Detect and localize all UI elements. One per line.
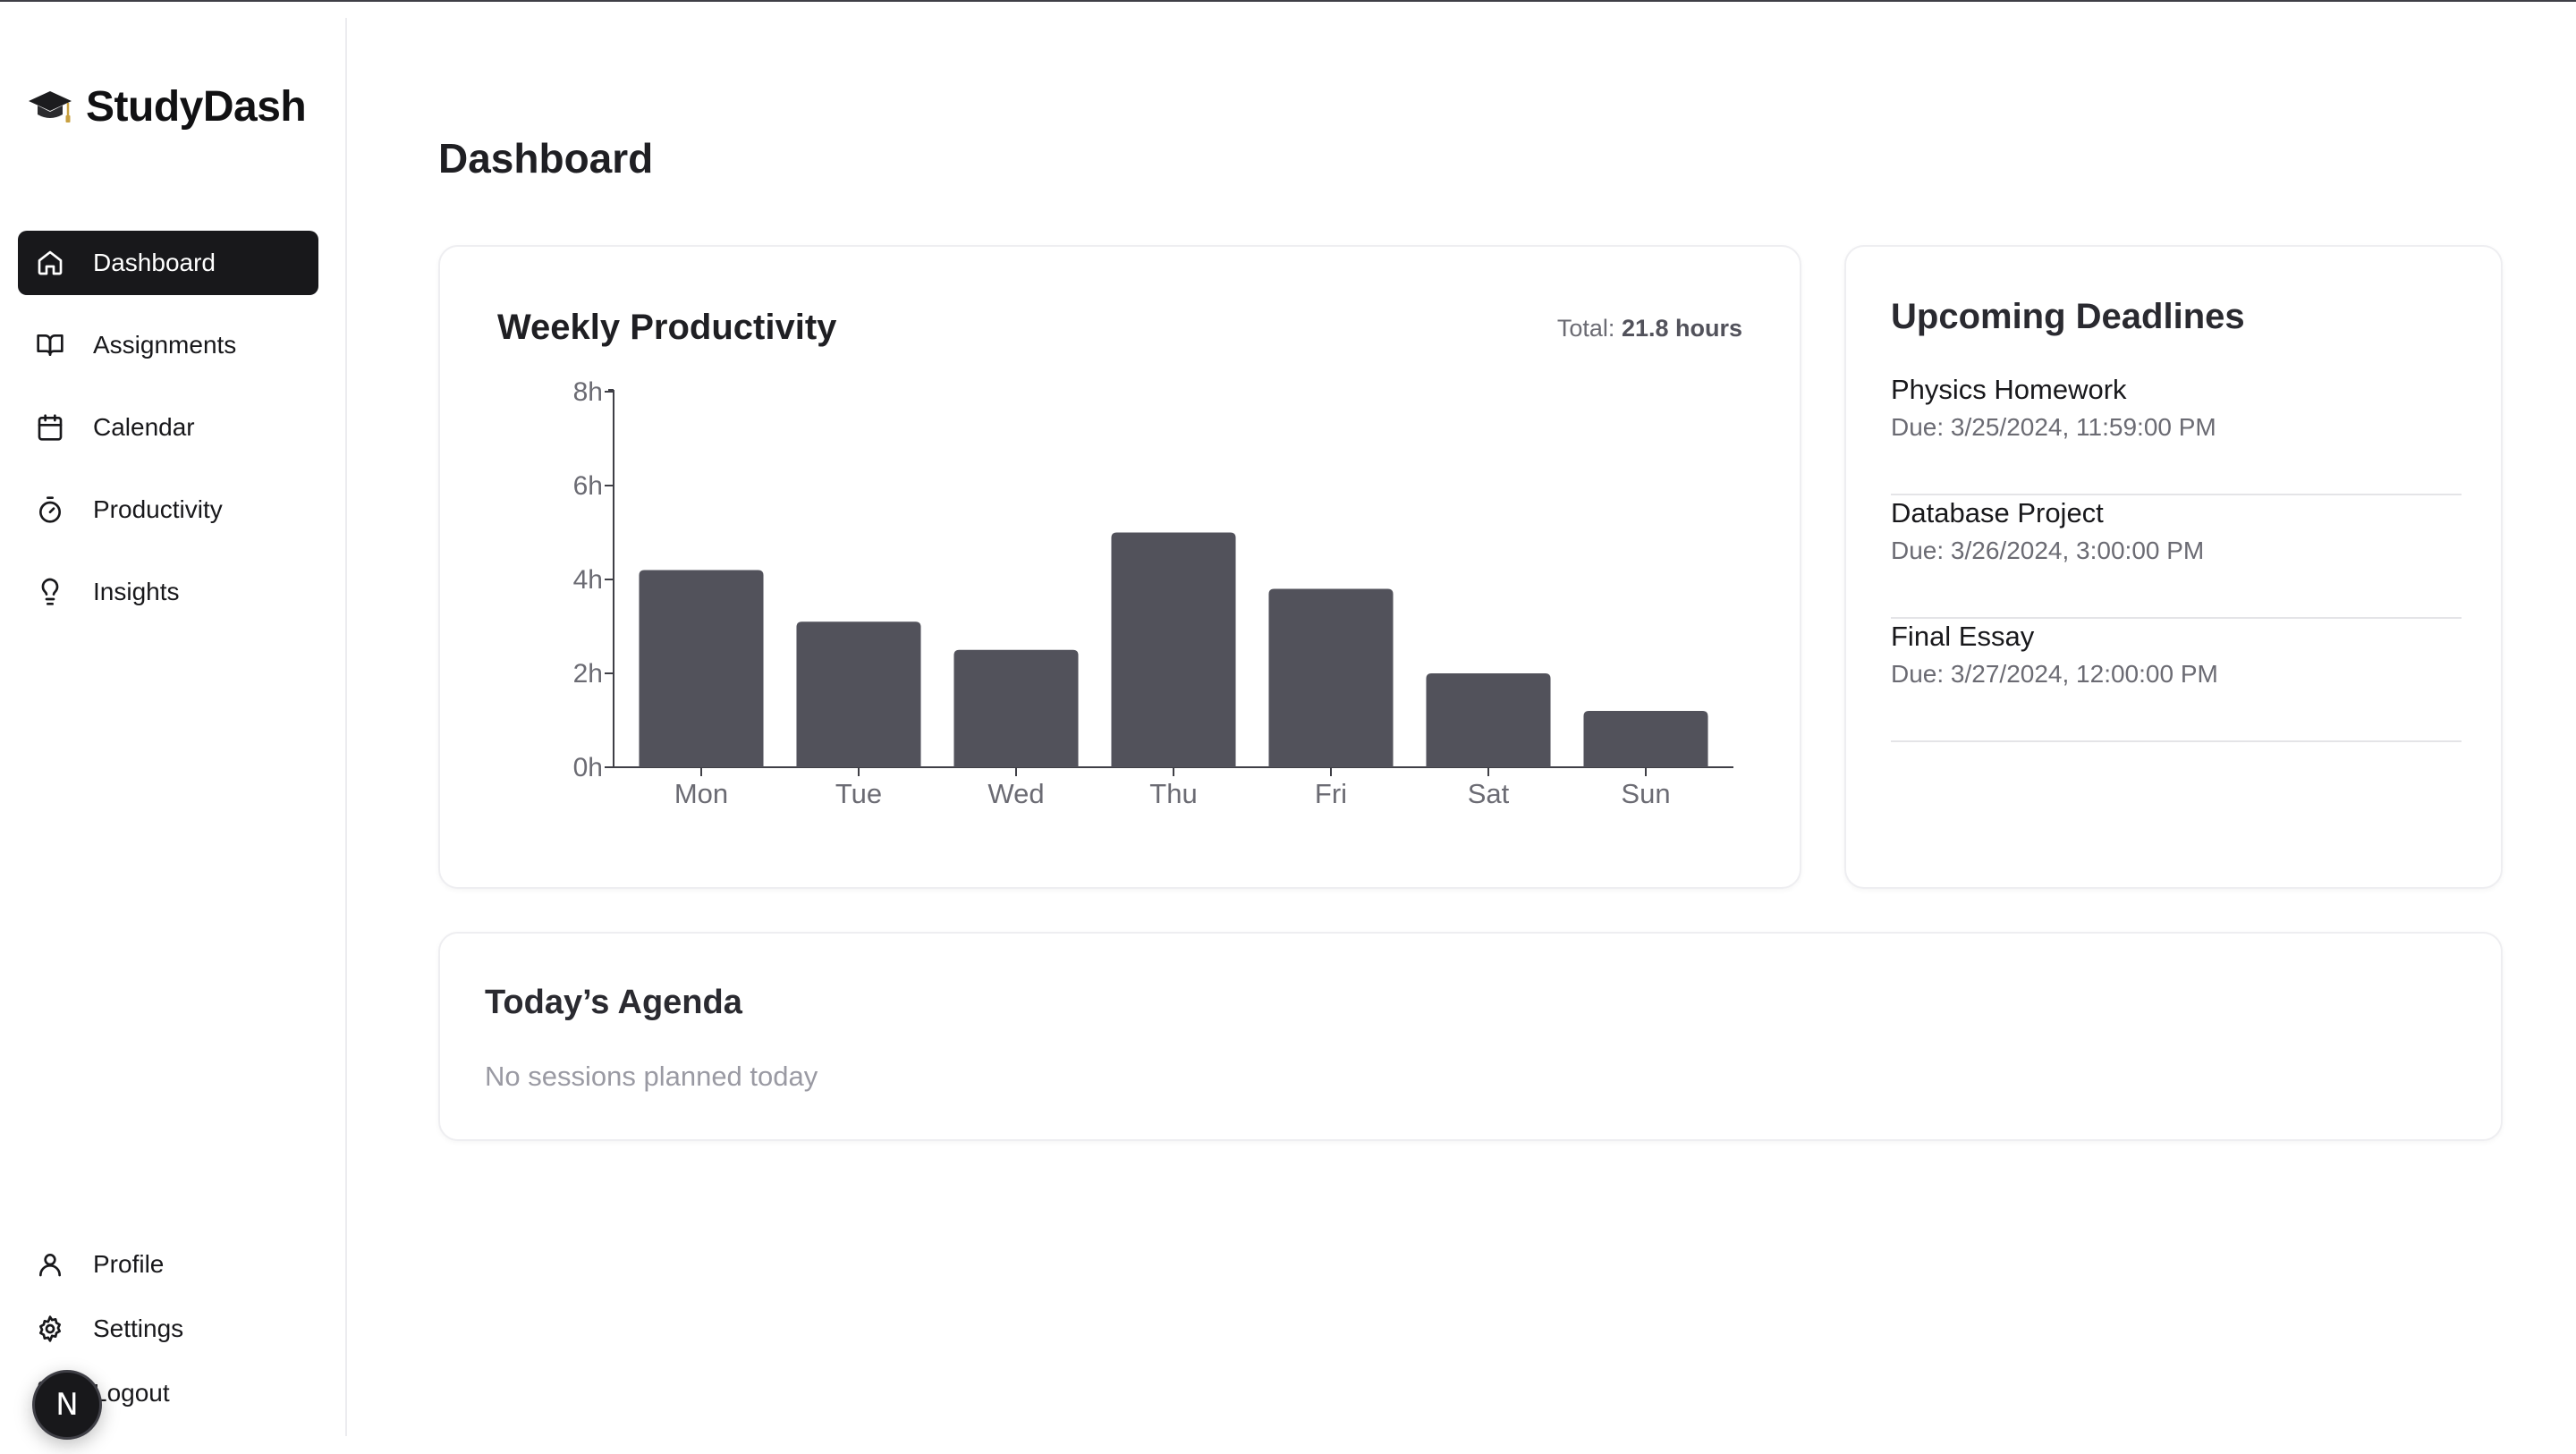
- x-tick-label: Fri: [1315, 778, 1347, 809]
- deadline-name: Database Project: [1891, 497, 2104, 528]
- weekly-productivity-card: Weekly Productivity Total: 21.8 hours 0h…: [438, 245, 1801, 889]
- top-border: [0, 0, 2576, 2]
- todays-agenda-card: Today’s Agenda No sessions planned today: [438, 932, 2503, 1141]
- deadline-due: Due: 3/27/2024, 12:00:00 PM: [1891, 660, 2218, 688]
- deadline-item[interactable]: Database Project Due: 3/26/2024, 3:00:00…: [1891, 495, 2462, 619]
- nav-item-productivity[interactable]: Productivity: [18, 478, 318, 542]
- chart-bar: [1426, 673, 1551, 767]
- user-icon: [39, 1254, 61, 1277]
- nav-label: Logout: [93, 1379, 170, 1407]
- nav-label: Assignments: [93, 331, 237, 359]
- timer-icon: [39, 496, 61, 523]
- card-title: Weekly Productivity: [497, 308, 837, 347]
- chart-bar: [953, 649, 1079, 767]
- graduation-cap-icon: [29, 90, 72, 123]
- deadline-due: Due: 3/26/2024, 3:00:00 PM: [1891, 537, 2205, 564]
- deadline-name: Physics Homework: [1891, 374, 2127, 405]
- x-tick-label: Mon: [674, 778, 728, 809]
- sidebar: StudyDash Dashboard Assignments Calendar…: [0, 18, 347, 1440]
- book-open-icon: [37, 334, 64, 356]
- x-tick-label: Sun: [1621, 778, 1670, 809]
- x-tick-label: Tue: [835, 778, 882, 809]
- nav-item-assignments[interactable]: Assignments: [18, 313, 318, 377]
- chart-bar: [1268, 588, 1394, 767]
- total-label: Total:: [1556, 315, 1615, 342]
- upcoming-deadlines-card: Upcoming Deadlines Physics Homework Due:…: [1844, 245, 2503, 889]
- x-tick-label: Thu: [1149, 778, 1197, 809]
- chart-bar: [639, 570, 764, 767]
- nav-label: Dashboard: [93, 249, 216, 276]
- nav-item-insights[interactable]: Insights: [18, 560, 318, 624]
- y-tick-label: 4h: [573, 565, 603, 595]
- page-title: Dashboard: [438, 135, 654, 182]
- x-tick-label: Sat: [1468, 778, 1510, 809]
- agenda-empty-message: No sessions planned today: [485, 1061, 818, 1092]
- nav-label: Profile: [93, 1250, 165, 1278]
- app-name: StudyDash: [86, 83, 307, 131]
- deadline-item[interactable]: Physics Homework Due: 3/25/2024, 11:59:0…: [1891, 372, 2462, 495]
- nav-label: Insights: [93, 578, 180, 605]
- nav-label: Settings: [93, 1315, 184, 1342]
- card-title: Upcoming Deadlines: [1891, 297, 2245, 336]
- nav-label: Productivity: [93, 495, 223, 523]
- avatar[interactable]: N: [32, 1370, 102, 1440]
- nav-item-profile[interactable]: Profile: [18, 1241, 318, 1288]
- deadline-list: Physics Homework Due: 3/25/2024, 11:59:0…: [1891, 372, 2462, 742]
- lightbulb-icon: [41, 578, 59, 605]
- chart-bar: [1583, 711, 1708, 767]
- deadline-item[interactable]: Final Essay Due: 3/27/2024, 12:00:00 PM: [1891, 619, 2462, 742]
- deadline-name: Final Essay: [1891, 621, 2035, 652]
- y-tick-label: 8h: [573, 377, 603, 407]
- productivity-chart: 0h 2h 4h 6h 8h Mon Tue Wed Thu Fri Sat Sun: [573, 377, 1733, 809]
- brand[interactable]: StudyDash: [27, 82, 307, 131]
- main-nav: Dashboard Assignments Calendar Productiv…: [18, 231, 318, 642]
- card-title: Today’s Agenda: [485, 984, 742, 1021]
- nav-label: Calendar: [93, 413, 195, 441]
- y-tick-label: 0h: [573, 753, 603, 782]
- deadline-due: Due: 3/25/2024, 11:59:00 PM: [1891, 413, 2216, 441]
- nav-item-calendar[interactable]: Calendar: [18, 395, 318, 460]
- chart-bar: [796, 621, 921, 767]
- home-icon: [38, 250, 63, 275]
- nav-item-settings[interactable]: Settings: [18, 1306, 318, 1352]
- x-tick-label: Wed: [987, 778, 1044, 809]
- account-nav: Profile Settings Logout: [18, 1241, 318, 1434]
- y-tick-label: 2h: [573, 659, 603, 689]
- y-tick-label: 6h: [573, 471, 603, 501]
- gear-icon: [39, 1315, 61, 1342]
- calendar-icon: [38, 414, 63, 441]
- total-value: 21.8 hours: [1621, 315, 1742, 342]
- nav-item-dashboard[interactable]: Dashboard: [18, 231, 318, 295]
- chart-bar: [1111, 532, 1236, 767]
- total-hours: Total: 21.8 hours: [1557, 315, 1742, 342]
